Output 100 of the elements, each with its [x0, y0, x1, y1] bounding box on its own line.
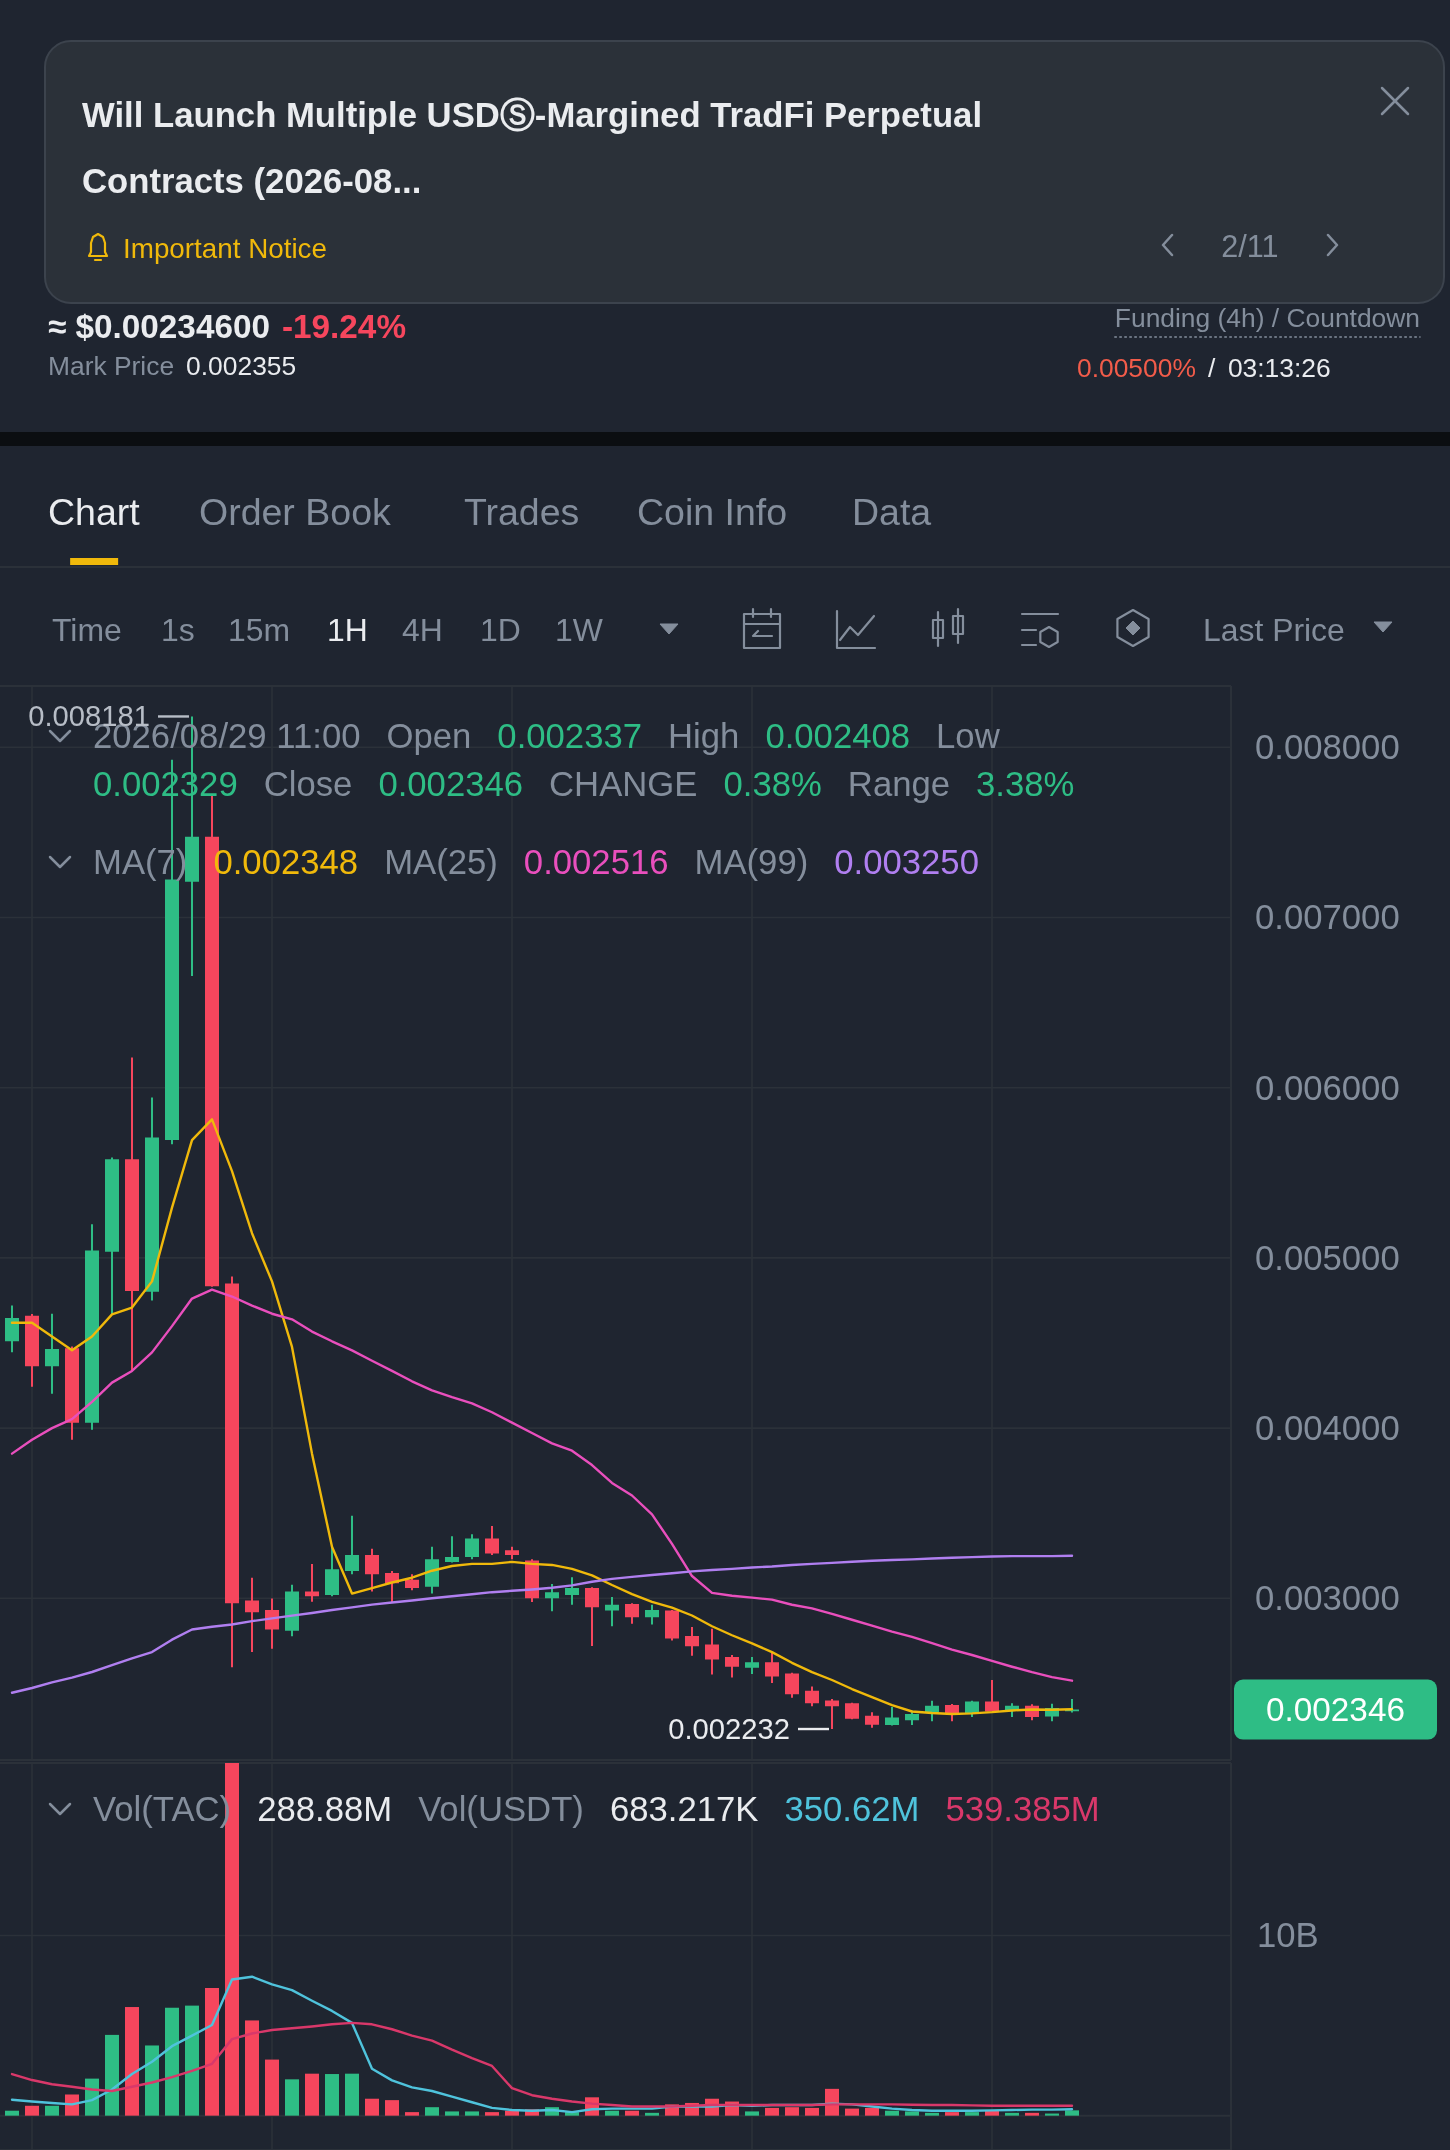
candlestick — [785, 1672, 799, 1698]
annotation: 288.88M — [257, 1790, 393, 1828]
bar — [785, 2107, 799, 2116]
text: Mark Price — [48, 351, 175, 381]
candlestick — [105, 1157, 119, 1315]
text: 1W — [555, 612, 603, 648]
text: 1H — [327, 612, 368, 648]
text: 03:13:26 — [1227, 353, 1331, 383]
bar — [185, 2005, 199, 2116]
candlestick — [305, 1563, 319, 1602]
bar — [45, 2105, 59, 2116]
annotation: MA(25) — [384, 843, 498, 881]
candlestick — [345, 1515, 359, 1575]
candlestick — [585, 1587, 599, 1646]
annotation: Range — [847, 765, 951, 803]
bar — [905, 2111, 919, 2116]
text: 0.002355 — [186, 351, 297, 381]
candlestick — [45, 1313, 59, 1394]
bar — [965, 2112, 979, 2116]
bar — [625, 2110, 639, 2116]
annotation: High — [668, 717, 740, 755]
text: Chart — [48, 491, 141, 533]
bar — [465, 2111, 479, 2116]
text: 0.002346 — [1266, 1691, 1405, 1729]
bar — [305, 2073, 319, 2116]
candlestick — [465, 1534, 479, 1560]
bar — [645, 2112, 659, 2116]
candlestick — [285, 1584, 299, 1637]
y-tick-label: 0.003000 — [1255, 1579, 1400, 1618]
candlestick — [985, 1680, 999, 1712]
text: Will Launch Multiple USDⓈ-Margined TradFi Perpetual Contracts (2026-08... — [82, 96, 983, 200]
text: Important Notice — [123, 232, 327, 264]
bar — [485, 2112, 499, 2116]
text: -19.24% — [281, 307, 406, 345]
bar — [425, 2107, 439, 2116]
bar — [405, 2112, 419, 2116]
candlestick — [905, 1710, 919, 1726]
bar — [925, 2112, 939, 2116]
bar — [505, 2110, 519, 2116]
bar — [865, 2107, 879, 2116]
annotation: Open — [386, 717, 472, 755]
annotation: Vol(USDT) — [418, 1790, 584, 1828]
candlestick — [705, 1628, 719, 1675]
text: / — [1207, 353, 1216, 383]
candlestick — [665, 1610, 679, 1641]
bar — [265, 2059, 279, 2116]
bar — [605, 2110, 619, 2116]
y-tick-label: 0.007000 — [1255, 898, 1400, 937]
text: Last Price — [1203, 612, 1345, 648]
candlestick — [425, 1546, 439, 1594]
candlestick — [545, 1584, 559, 1612]
candlestick — [625, 1603, 639, 1624]
candlestick — [885, 1706, 899, 1726]
bar — [1005, 2112, 1019, 2116]
bar — [365, 2098, 379, 2116]
bar — [1025, 2112, 1039, 2116]
candlestick — [765, 1653, 779, 1683]
text: 0.00500% — [1077, 353, 1196, 383]
candlestick — [565, 1577, 579, 1605]
annotation: Close — [263, 765, 353, 803]
candlestick — [445, 1536, 459, 1563]
y-tick-label: 0.008000 — [1255, 728, 1400, 767]
annotation: 350.62M — [784, 1790, 920, 1828]
candlestick — [865, 1712, 879, 1728]
annotation: 3.38% — [976, 765, 1075, 803]
text: Funding (4h) / Countdown — [1114, 303, 1420, 333]
annotation: 0.003250 — [834, 843, 979, 881]
bar — [845, 2108, 859, 2116]
annotation: CHANGE — [549, 765, 698, 803]
text: 1D — [480, 612, 521, 648]
text: 1s — [161, 612, 195, 648]
candlestick — [145, 1097, 159, 1301]
bar — [445, 2111, 459, 2116]
candlestick — [25, 1314, 39, 1387]
text: 4H — [402, 612, 443, 648]
candlestick — [365, 1548, 379, 1592]
bar — [945, 2112, 959, 2116]
candlestick — [505, 1546, 519, 1560]
annotation: 0.002408 — [765, 717, 911, 755]
candlestick — [805, 1686, 819, 1707]
candlestick — [225, 1276, 239, 1668]
bar — [1065, 2110, 1079, 2116]
annotation: 0.002337 — [497, 717, 643, 755]
bar — [205, 1987, 219, 2116]
bar — [1045, 2113, 1059, 2116]
candlestick — [125, 1057, 139, 1371]
text: 2/11 — [1221, 229, 1279, 263]
bar — [5, 2110, 19, 2116]
text: Data — [852, 491, 932, 533]
line-series — [10, 1554, 1074, 1694]
candlestick — [685, 1626, 699, 1656]
bar — [885, 2110, 899, 2116]
text: 15m — [228, 612, 291, 648]
bar — [345, 2073, 359, 2116]
annotation: 0.002346 — [378, 765, 524, 803]
candlestick — [605, 1596, 619, 1627]
text: Order Book — [199, 491, 391, 533]
annotation: 539.385M — [945, 1790, 1100, 1828]
text: ≈ $0.00234600 — [48, 307, 270, 345]
text: Trades — [464, 491, 580, 533]
